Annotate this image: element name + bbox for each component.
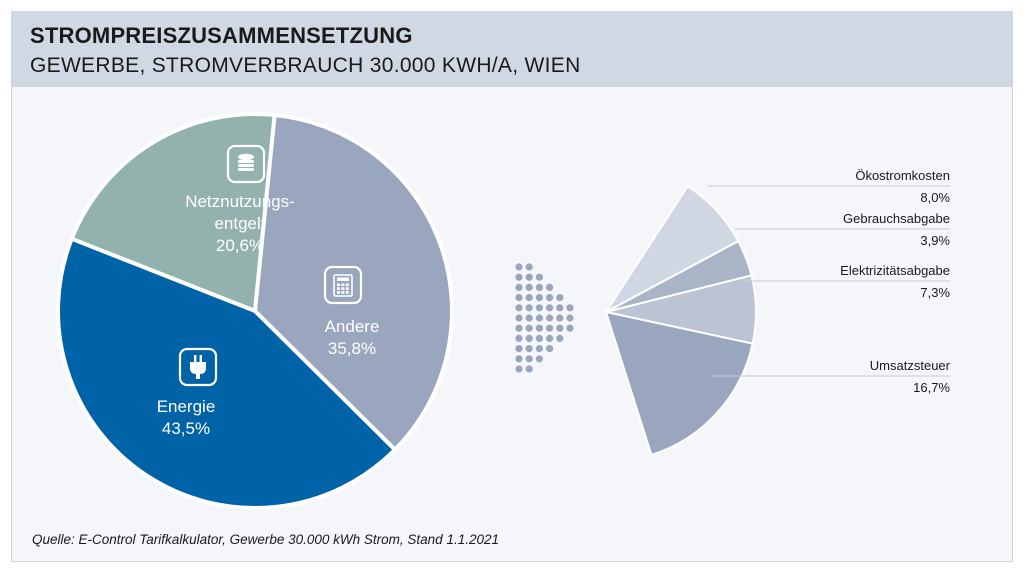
- slice-value-label: 20,6%: [216, 236, 264, 255]
- header-band: STROMPREISZUSAMMENSETZUNG GEWERBE, STROM…: [12, 12, 1012, 87]
- slice-label: Andere: [325, 317, 380, 336]
- pie-slice: [56, 236, 397, 510]
- fan-slice-label: Gebrauchsabgabe: [843, 211, 950, 226]
- fan-slice-label: Ökostromkosten: [855, 168, 950, 183]
- pie-slice: [69, 112, 277, 313]
- slice-label: Energie: [157, 397, 216, 416]
- fan-slice-label: Elektrizitätsabgabe: [840, 263, 950, 278]
- fan-slice-value: 3,9%: [920, 233, 950, 248]
- slice-value-label: 43,5%: [162, 419, 210, 438]
- fan-slice-value: 8,0%: [920, 190, 950, 205]
- chart-title: STROMPREISZUSAMMENSETZUNG: [30, 23, 413, 48]
- slice-value-label: 35,8%: [328, 339, 376, 358]
- fan-slice-value: 7,3%: [920, 285, 950, 300]
- breakdown-fan: Ökostromkosten 8,0% Gebrauchsabgabe 3,9% Ele…: [605, 168, 951, 456]
- fan-slice: [605, 311, 754, 456]
- main-pie: [56, 112, 454, 510]
- fan-slice-label: Umsatzsteuer: [870, 358, 951, 373]
- pie-slice: [253, 112, 454, 452]
- slice-label: entgelt: [214, 214, 265, 233]
- dotted-arrow-right-icon: [515, 263, 574, 373]
- coins-icon: [226, 144, 266, 184]
- plug-icon: [178, 347, 218, 387]
- chart-subtitle: GEWERBE, STROMVERBRAUCH 30.000 KWH/A, WI…: [30, 54, 581, 77]
- fan-slice-value: 16,7%: [913, 380, 950, 395]
- calculator-icon: [323, 265, 363, 305]
- slice-label: Netznutzungs-: [185, 192, 295, 211]
- source-note: Quelle: E-Control Tarifkalkulator, Gewer…: [32, 532, 499, 547]
